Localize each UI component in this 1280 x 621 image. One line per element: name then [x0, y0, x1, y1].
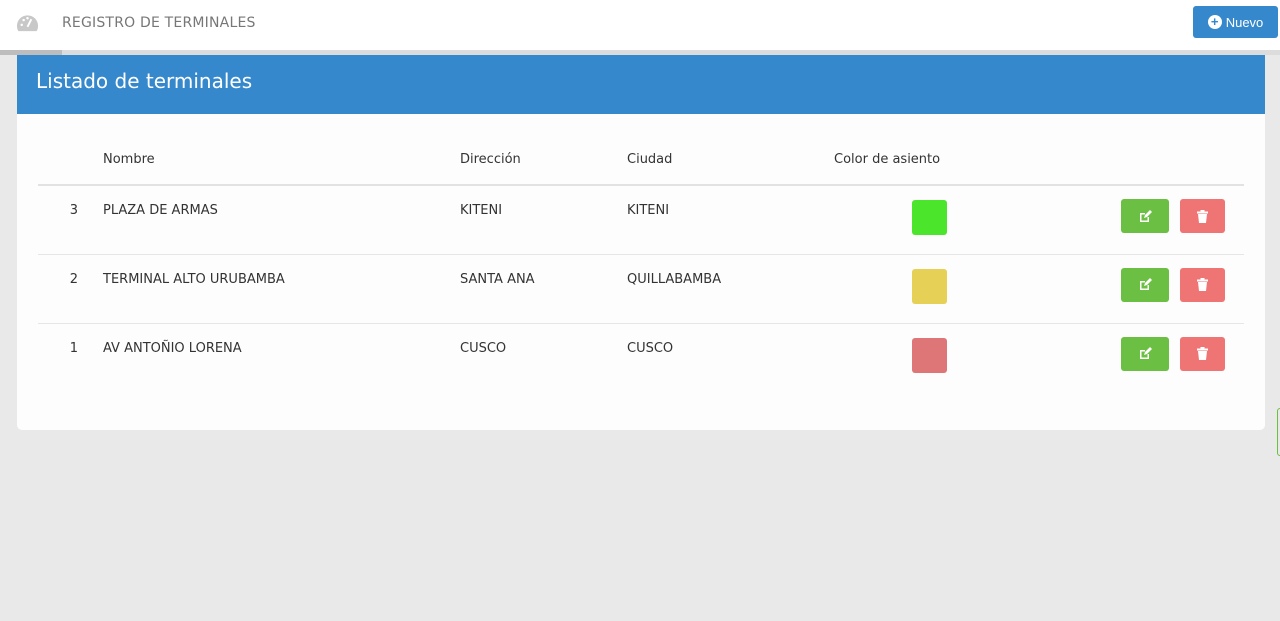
table-row: 3 PLAZA DE ARMAS KITENI KITENI — [38, 185, 1244, 255]
delete-button[interactable] — [1180, 199, 1225, 233]
page-title: REGISTRO DE TERMINALES — [62, 15, 256, 31]
row-direccion: KITENI — [460, 185, 627, 255]
edit-button[interactable] — [1121, 267, 1169, 302]
row-direccion: CUSCO — [460, 340, 507, 356]
side-tab[interactable] — [1277, 408, 1280, 456]
edit-button[interactable] — [1121, 199, 1169, 233]
edit-icon — [1139, 347, 1152, 359]
new-button-label: Nuevo — [1225, 14, 1264, 30]
trash-icon — [1197, 347, 1208, 360]
row-id: 2 — [38, 254, 103, 324]
edit-icon — [1139, 209, 1152, 222]
dashboard-icon — [16, 15, 39, 32]
row-nombre: AV ANTOÑIO LORENA — [103, 340, 242, 356]
new-terminal-button[interactable]: + Nuevo — [1193, 6, 1278, 38]
row-direccion: SANTA ANA — [460, 254, 627, 324]
trash-icon — [1197, 209, 1208, 223]
plus-circle-icon: + — [1207, 15, 1222, 29]
col-color: Color de asiento — [834, 135, 994, 186]
trash-icon — [1197, 278, 1208, 291]
top-bar: REGISTRO DE TERMINALES + Nuevo — [0, 0, 1280, 55]
delete-button[interactable] — [1180, 336, 1225, 371]
seat-color-swatch — [912, 268, 947, 304]
seat-color-swatch — [912, 337, 947, 373]
col-actions — [994, 135, 1244, 186]
seat-color-swatch — [912, 200, 947, 235]
edit-button[interactable] — [1121, 336, 1169, 371]
col-nombre: Nombre — [103, 135, 460, 186]
terminals-card: Listado de terminales Nombre Dirección C… — [17, 55, 1265, 430]
col-direccion: Dirección — [460, 135, 627, 186]
table-row: 2 TERMINAL ALTO URUBAMBA SANTA ANA QUILL… — [38, 254, 1244, 324]
col-id — [38, 135, 103, 186]
row-nombre: TERMINAL ALTO URUBAMBA — [103, 254, 460, 324]
row-ciudad: QUILLABAMBA — [627, 254, 834, 324]
row-id: 1 — [69, 340, 78, 356]
progress-strip — [0, 50, 1280, 55]
row-ciudad: CUSCO — [627, 340, 674, 356]
row-nombre: PLAZA DE ARMAS — [103, 185, 460, 255]
col-ciudad: Ciudad — [627, 135, 834, 186]
terminals-table: Nombre Dirección Ciudad Color de asiento… — [38, 135, 1244, 392]
table-row: 1 AV ANTOÑIO LORENA CUSCO CUSCO — [38, 323, 1244, 392]
card-title: Listado de terminales — [17, 55, 1265, 114]
row-id: 3 — [38, 185, 103, 255]
edit-icon — [1139, 278, 1152, 290]
row-ciudad: KITENI — [627, 185, 834, 255]
delete-button[interactable] — [1180, 267, 1225, 302]
